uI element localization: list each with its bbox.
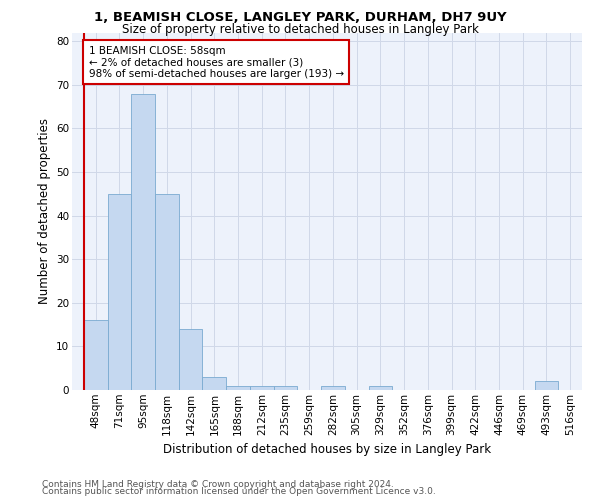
Bar <box>226 386 250 390</box>
Bar <box>202 377 226 390</box>
Bar <box>535 382 558 390</box>
Bar <box>107 194 131 390</box>
Bar <box>84 320 107 390</box>
Text: Contains public sector information licensed under the Open Government Licence v3: Contains public sector information licen… <box>42 487 436 496</box>
Bar <box>274 386 298 390</box>
Text: Size of property relative to detached houses in Langley Park: Size of property relative to detached ho… <box>122 22 478 36</box>
Bar <box>131 94 155 390</box>
Bar <box>250 386 274 390</box>
Y-axis label: Number of detached properties: Number of detached properties <box>38 118 50 304</box>
Text: Contains HM Land Registry data © Crown copyright and database right 2024.: Contains HM Land Registry data © Crown c… <box>42 480 394 489</box>
Bar <box>321 386 345 390</box>
Text: 1, BEAMISH CLOSE, LANGLEY PARK, DURHAM, DH7 9UY: 1, BEAMISH CLOSE, LANGLEY PARK, DURHAM, … <box>94 11 506 24</box>
Text: 1 BEAMISH CLOSE: 58sqm
← 2% of detached houses are smaller (3)
98% of semi-detac: 1 BEAMISH CLOSE: 58sqm ← 2% of detached … <box>89 46 344 79</box>
X-axis label: Distribution of detached houses by size in Langley Park: Distribution of detached houses by size … <box>163 443 491 456</box>
Bar <box>155 194 179 390</box>
Bar <box>368 386 392 390</box>
Bar <box>179 329 202 390</box>
